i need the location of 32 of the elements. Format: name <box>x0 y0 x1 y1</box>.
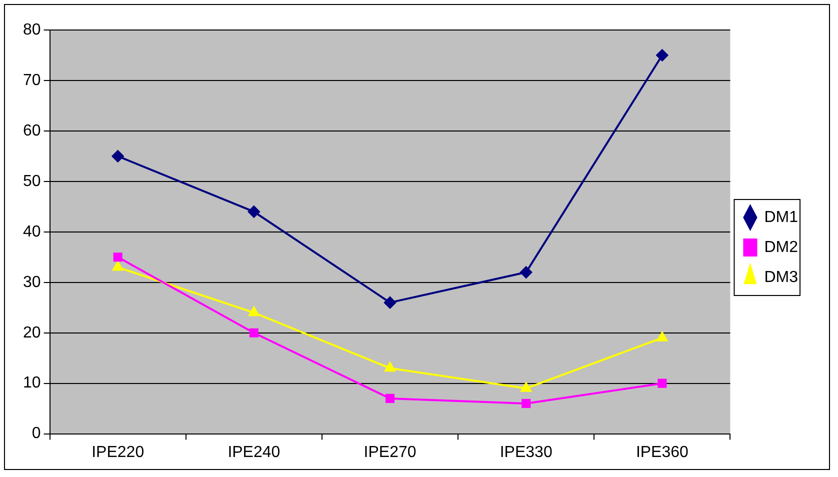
y-tick-label: 80 <box>23 21 41 38</box>
y-tick-label: 70 <box>23 72 41 89</box>
x-tick-label: IPE220 <box>92 444 144 461</box>
x-tick-label: IPE330 <box>500 444 552 461</box>
point <box>384 296 396 309</box>
point <box>658 378 667 388</box>
point <box>384 362 396 372</box>
point <box>520 382 532 392</box>
point <box>249 328 258 338</box>
y-tick-label: 50 <box>23 172 41 190</box>
y-tick-label: 20 <box>23 324 41 342</box>
legend-label: DM1 <box>764 208 798 226</box>
x-tick-label: IPE360 <box>636 444 689 461</box>
y-tick-label: 0 <box>32 425 41 442</box>
y-tick-label: 60 <box>23 122 41 140</box>
point <box>656 332 668 342</box>
point <box>112 150 124 162</box>
legend-label: DM3 <box>764 268 798 286</box>
point <box>248 306 260 316</box>
point <box>112 261 124 271</box>
x-tick-label: IPE270 <box>364 444 416 461</box>
y-tick-label: 10 <box>23 374 41 392</box>
x-tick-label: IPE240 <box>228 444 280 461</box>
legend-label: DM2 <box>764 238 798 256</box>
y-tick-label: 40 <box>23 223 41 240</box>
point <box>520 266 532 278</box>
point <box>656 49 668 62</box>
point <box>385 394 395 404</box>
point <box>248 206 260 218</box>
point <box>522 398 531 408</box>
point <box>113 252 122 262</box>
y-tick-label: 30 <box>23 274 41 291</box>
